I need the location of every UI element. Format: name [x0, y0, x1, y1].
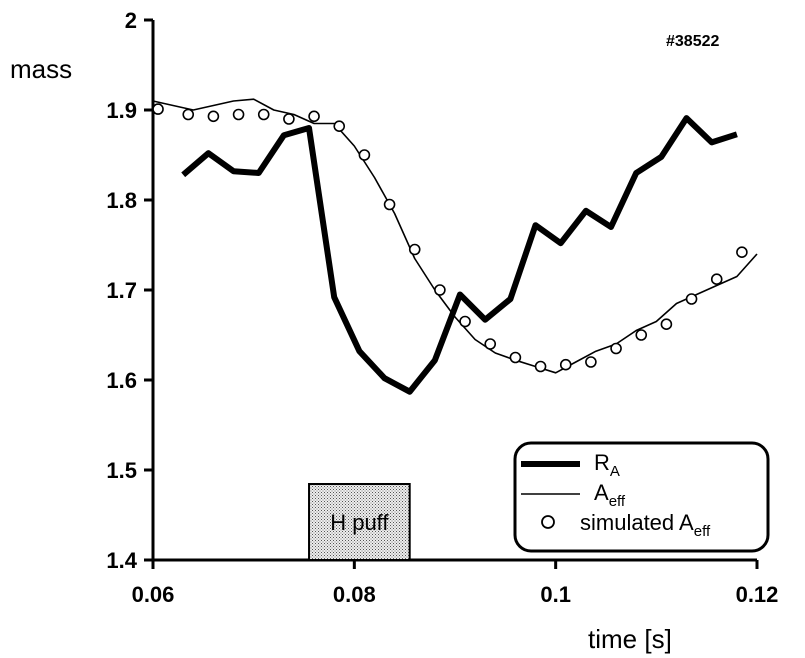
simulated-aeff-point: [585, 356, 597, 368]
simulated-aeff-point: [408, 243, 421, 256]
simulated-aeff-point: [283, 113, 295, 125]
simulated-aeff-point: [459, 315, 471, 328]
simulated-aeff-point: [152, 103, 164, 115]
simulated-aeff-point: [534, 360, 547, 373]
simulated-aeff-point: [635, 329, 648, 341]
shot-number: #38522: [666, 33, 719, 50]
x-tick-label: 0.12: [736, 582, 779, 607]
simulated-aeff-point: [710, 273, 723, 286]
legend-label: RA: [594, 450, 620, 480]
legend-label: simulated Aeff: [580, 510, 711, 540]
x-tick-label: 0.1: [540, 582, 571, 607]
axes-layer: 1.4 1.5 1.6 1.7 1.8 1.9 2 0.06 0.08 0.1 0.12: [106, 8, 778, 607]
simulated-aeff-point: [484, 338, 497, 350]
y-tick-label: 1.8: [106, 188, 137, 213]
y-tick-label: 1.6: [106, 368, 137, 393]
h-puff-box: [308, 483, 411, 561]
legend-box: [513, 441, 770, 553]
legend-label-subscript: eff: [694, 523, 711, 540]
h-puff-region: H puff: [308, 483, 411, 561]
x-tick-label: 0.08: [333, 582, 376, 607]
legend-label: Aeff: [594, 480, 626, 510]
aeff-series-line: [152, 98, 758, 374]
simulated-aeff-point: [434, 284, 446, 296]
simulated-aeff-point: [509, 351, 522, 364]
simulated-aeff-point: [685, 293, 698, 305]
series-layer: [152, 98, 758, 395]
simulated-aeff-point: [383, 198, 396, 211]
y-axis-label: mass: [10, 54, 72, 84]
legend-label-main: R: [594, 450, 610, 475]
simulated-aeff-point: [207, 110, 220, 123]
y-tick-label: 2: [125, 8, 137, 33]
y-tick-label: 1.4: [106, 548, 137, 573]
legend-label-main: A: [594, 480, 609, 505]
legend-simulated-swatch: [541, 515, 555, 529]
ra-series-line: [181, 115, 738, 395]
simulated-aeff-point: [736, 246, 748, 258]
legend-label-subscript: eff: [609, 493, 626, 510]
x-tick-label: 0.06: [132, 582, 175, 607]
y-tick-label: 1.5: [106, 458, 137, 483]
simulated-aeff-point: [610, 342, 622, 355]
y-tick-label: 1.9: [106, 98, 137, 123]
x-axis-label: time [s]: [588, 624, 672, 654]
legend-label-subscript: A: [610, 463, 620, 480]
y-tick-label: 1.7: [106, 278, 137, 303]
simulated-aeff-point: [358, 149, 371, 161]
h-puff-label: H puff: [330, 510, 389, 535]
simulated-aeff-point: [333, 120, 346, 132]
simulated-aeff-point: [660, 318, 673, 331]
simulated-aeff-point: [232, 108, 245, 121]
simulated-aeff-point: [257, 108, 270, 121]
legend-label-main: simulated A: [580, 510, 694, 535]
simulated-aeff-point: [559, 358, 572, 371]
simulated-aeff-point: [182, 108, 195, 121]
simulated-aeff-point: [308, 110, 320, 123]
